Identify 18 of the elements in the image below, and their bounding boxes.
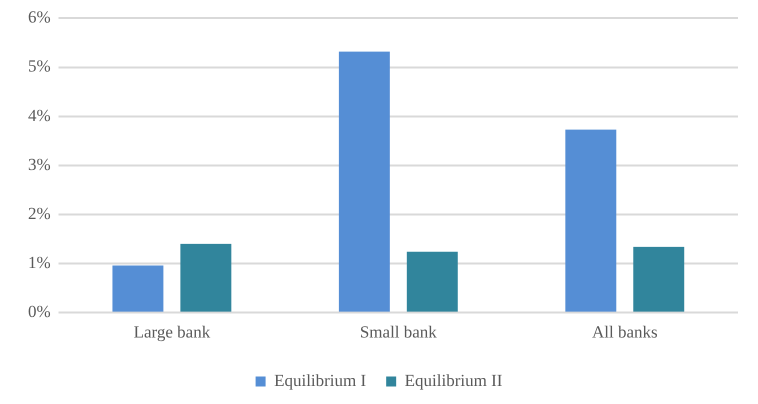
legend-label: Equilibrium II (404, 370, 503, 390)
y-tick-label: 2% (28, 204, 51, 223)
x-tick-label: Small bank (360, 322, 438, 342)
x-tick-label: Large bank (134, 322, 211, 342)
bar (565, 130, 616, 312)
bar (180, 244, 232, 312)
bar (406, 252, 458, 312)
bar (338, 52, 390, 312)
x-tick-label: All banks (592, 322, 658, 342)
y-tick-label: 3% (28, 154, 51, 174)
y-tick-label: 6% (28, 8, 51, 27)
y-tick-label: 5% (28, 56, 51, 76)
y-tick-label: 1% (28, 253, 51, 272)
bar (633, 246, 684, 312)
y-tick-label: 0% (28, 302, 51, 322)
y-tick-label: 4% (28, 106, 51, 125)
legend-label: Equilibrium I (274, 370, 367, 390)
bar (112, 265, 164, 312)
